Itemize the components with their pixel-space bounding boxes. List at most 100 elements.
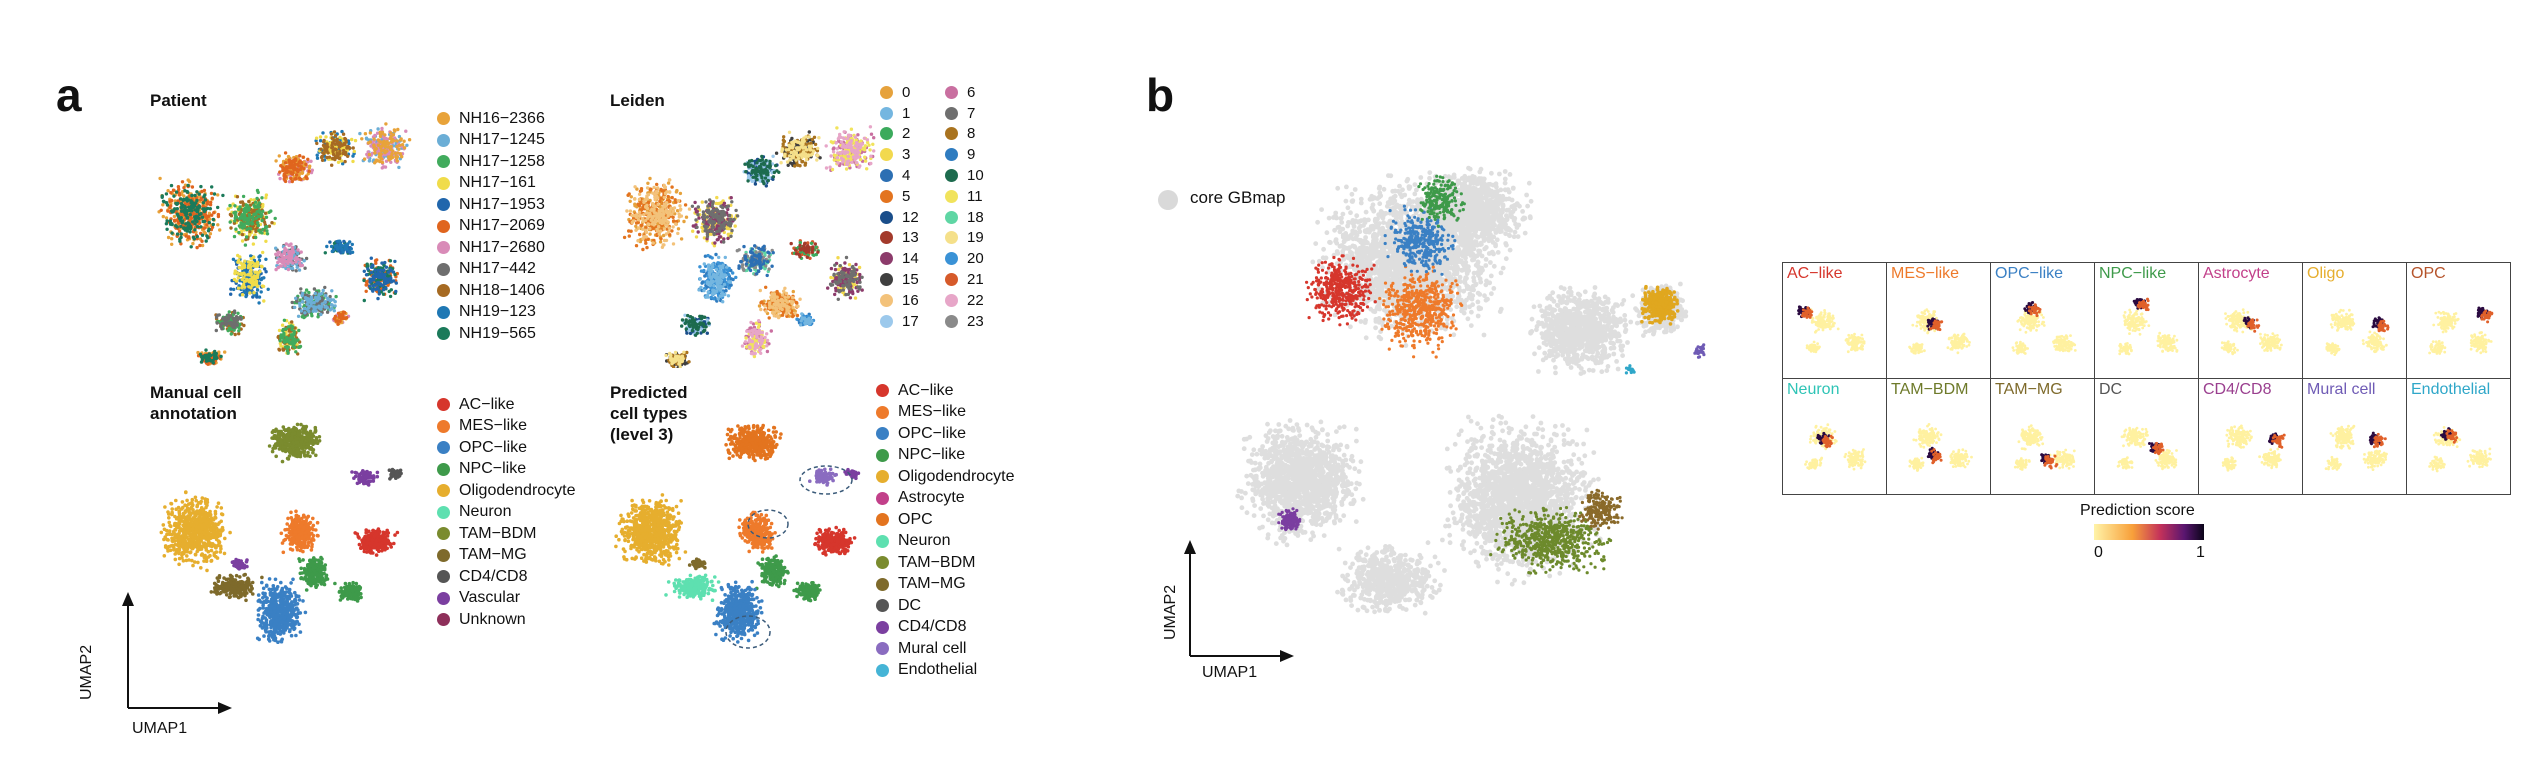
cell-point <box>252 212 257 217</box>
cell-point <box>212 353 216 357</box>
cell-point <box>702 236 707 240</box>
cell-point <box>295 299 299 303</box>
cell-point <box>285 336 289 340</box>
cell-point <box>381 288 386 292</box>
cell-point <box>213 349 217 354</box>
cell-point <box>803 161 808 165</box>
cell-point <box>286 351 290 355</box>
cell-point <box>232 211 236 215</box>
cell-point <box>278 339 282 343</box>
cell-point <box>312 307 316 311</box>
cell-point <box>309 295 314 299</box>
cell-point <box>184 222 188 226</box>
cell-point <box>329 132 334 136</box>
cell-point <box>651 226 655 231</box>
cell-point <box>696 230 700 234</box>
cell-point <box>210 196 214 200</box>
cell-point <box>706 204 710 208</box>
cell-point <box>846 154 850 159</box>
cell-point <box>264 193 269 197</box>
legend-color-dot <box>437 112 450 126</box>
cell-point <box>300 161 304 165</box>
cell-point <box>246 260 251 264</box>
cell-point <box>343 247 347 251</box>
cell-point <box>320 158 325 162</box>
cell-point <box>243 209 247 213</box>
cell-point <box>304 256 309 261</box>
patient-plot-title: Patient <box>150 90 207 111</box>
cell-point <box>257 295 262 299</box>
cell-point <box>259 277 263 282</box>
cell-point <box>235 322 239 326</box>
cell-point <box>221 193 225 198</box>
cell-point <box>391 149 395 153</box>
cell-point <box>768 164 772 168</box>
cell-point <box>298 298 302 302</box>
cell-point <box>645 203 649 207</box>
cell-point <box>192 204 196 208</box>
cell-point <box>262 231 267 235</box>
cell-point <box>315 156 320 160</box>
cell-point <box>723 255 727 260</box>
cell-point <box>188 230 192 234</box>
cell-point <box>182 208 186 213</box>
cell-point <box>718 235 723 239</box>
cell-point <box>290 253 294 257</box>
cell-point <box>380 126 384 131</box>
cell-point <box>290 172 295 176</box>
cell-point <box>245 270 249 274</box>
cell-point <box>622 235 627 240</box>
cell-point <box>379 148 384 153</box>
cell-point <box>237 272 241 276</box>
cell-point <box>362 157 367 161</box>
cell-point <box>285 248 289 252</box>
cell-point <box>284 158 289 162</box>
cell-point <box>366 150 370 154</box>
cell-point <box>297 301 302 306</box>
cell-point <box>239 229 244 234</box>
cell-point <box>301 155 305 159</box>
cell-point <box>720 200 724 205</box>
cell-point <box>330 163 334 167</box>
cell-point <box>287 329 292 333</box>
cell-point <box>333 314 338 319</box>
cell-point <box>839 151 843 156</box>
cell-point <box>691 229 695 233</box>
cell-point <box>371 263 375 267</box>
cell-point <box>184 213 188 217</box>
cell-point <box>711 225 715 230</box>
legend-color-dot <box>437 198 450 212</box>
cell-point <box>753 182 758 186</box>
cell-point <box>290 300 294 305</box>
cell-point <box>806 154 810 158</box>
cell-point <box>325 142 329 146</box>
cell-point <box>383 260 387 265</box>
cell-point <box>200 243 205 248</box>
cell-point <box>402 146 407 150</box>
cell-point <box>788 154 792 158</box>
cell-point <box>274 159 278 163</box>
cell-point <box>705 232 710 236</box>
cell-point <box>165 227 169 231</box>
cell-point <box>203 226 207 230</box>
cell-point <box>389 280 394 284</box>
cell-point <box>217 350 221 354</box>
cell-point <box>245 217 249 221</box>
cell-point <box>667 190 672 194</box>
cell-point <box>627 192 631 196</box>
cell-point <box>368 140 372 144</box>
cell-point <box>344 140 348 144</box>
cell-point <box>386 270 391 274</box>
cell-point <box>374 287 378 291</box>
cell-point <box>315 141 319 146</box>
cell-point <box>240 293 245 297</box>
cell-point <box>175 225 179 229</box>
cell-point <box>794 158 798 162</box>
cell-point <box>744 170 748 174</box>
cell-point <box>383 150 387 155</box>
patient-legend: NH16−2366 NH17−1245 NH17−1258 NH17−161 NH17−… <box>437 108 545 345</box>
cell-point <box>792 149 796 154</box>
cell-point <box>185 189 189 194</box>
cell-point <box>635 187 639 191</box>
cell-point <box>658 240 663 244</box>
